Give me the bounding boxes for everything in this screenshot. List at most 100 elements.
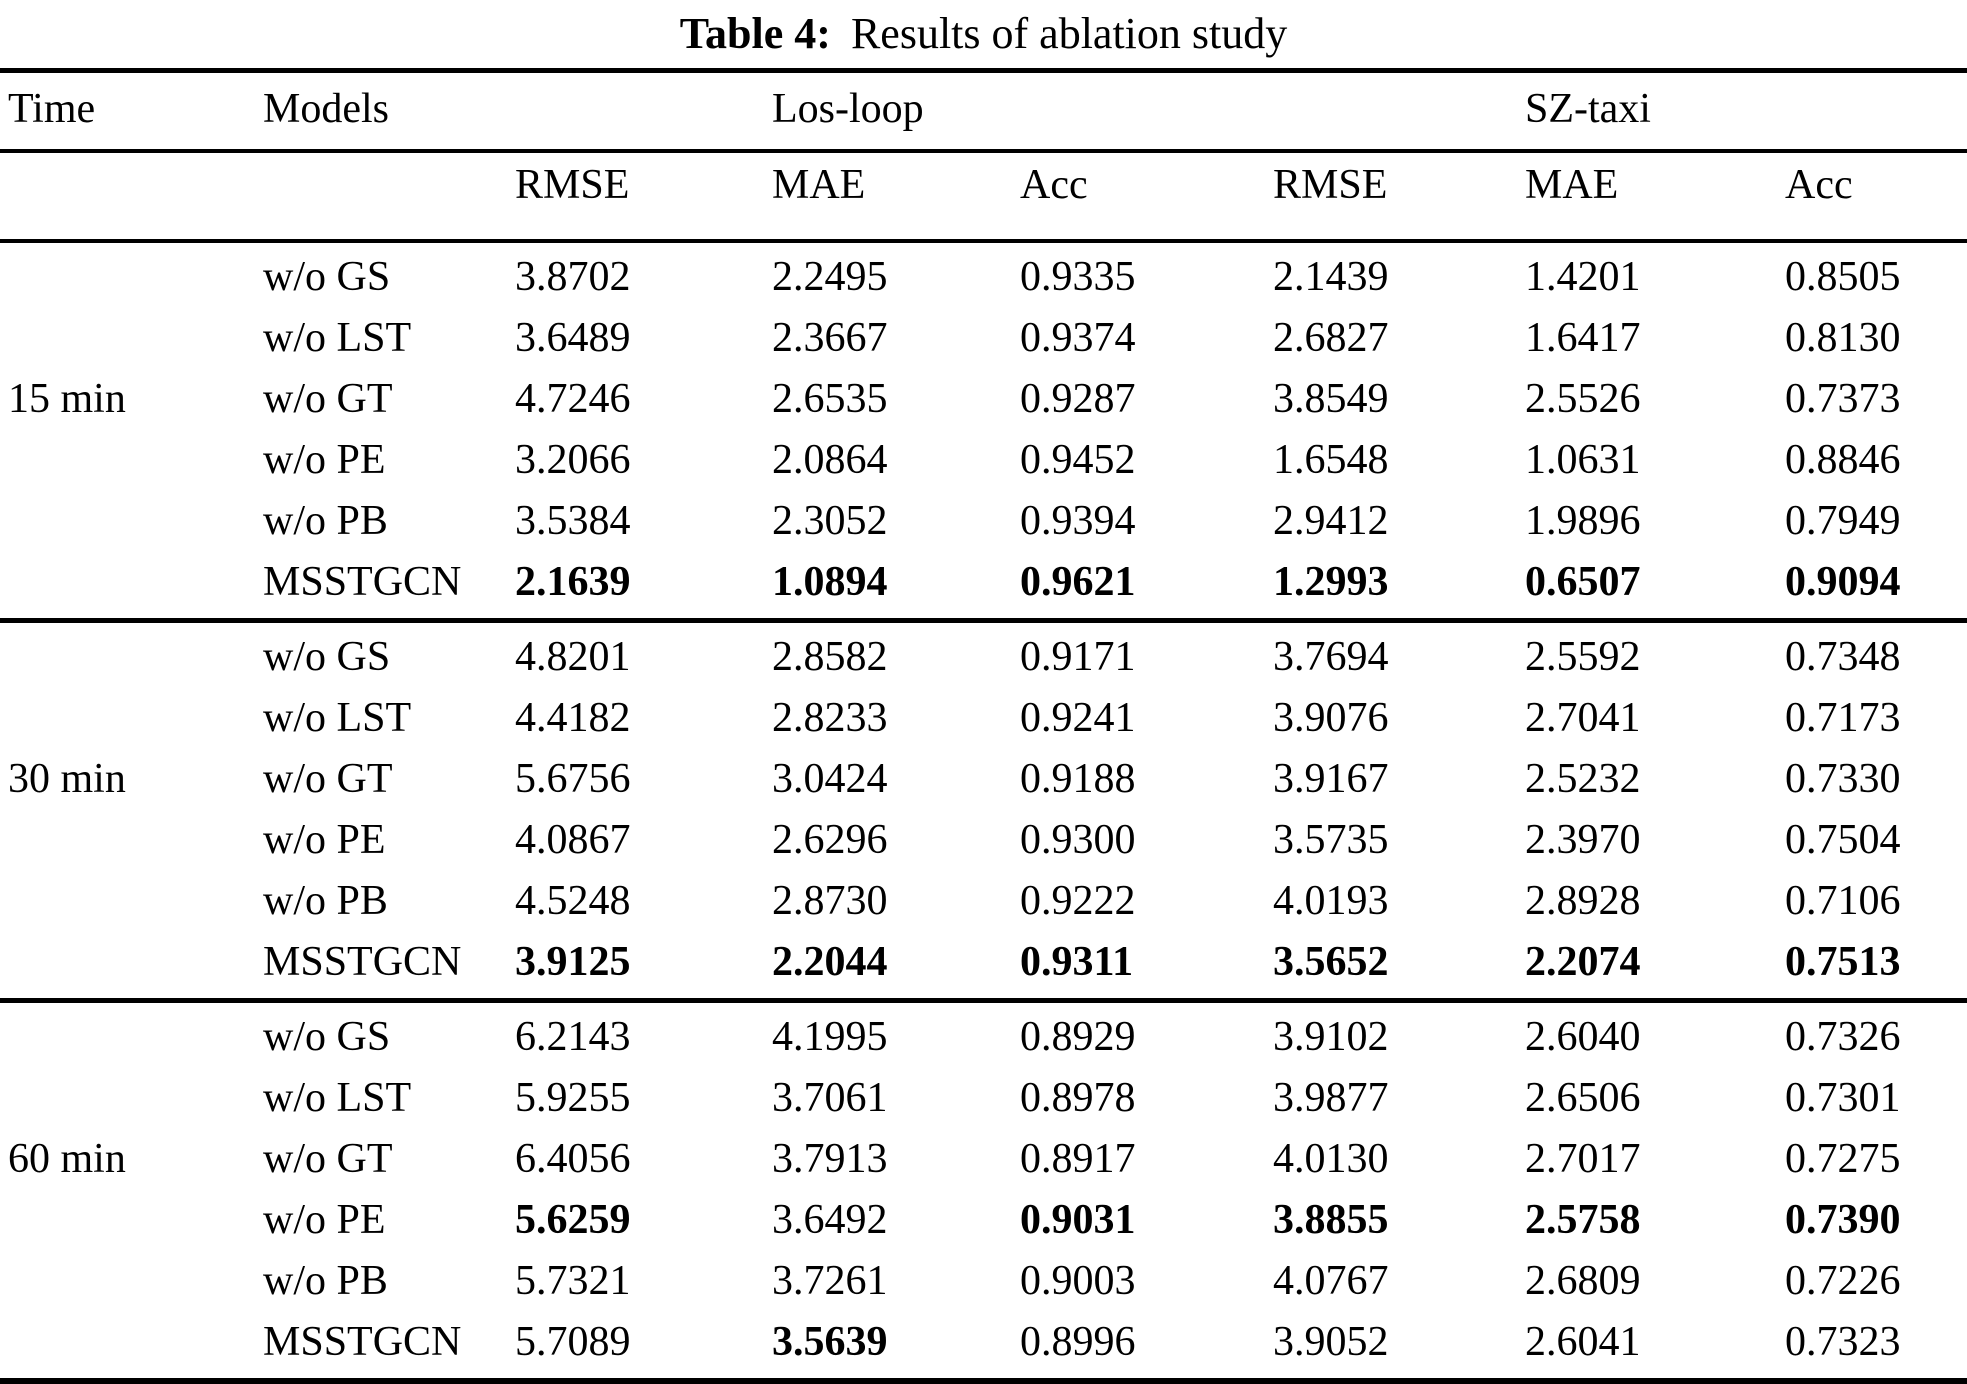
metric-value: 3.9052 <box>1273 1319 1389 1365</box>
metric-value: 2.6809 <box>1525 1258 1641 1304</box>
metric-value: 0.8996 <box>1020 1319 1136 1365</box>
metric-value: 5.6259 <box>515 1197 631 1243</box>
metric-header-acc-1: Acc <box>1020 162 1088 208</box>
metric-value: 0.9394 <box>1020 498 1136 544</box>
metric-value: 2.6040 <box>1525 1014 1641 1060</box>
spacer-cell <box>1273 71 1525 152</box>
metric-value: 2.7041 <box>1525 695 1641 741</box>
metric-value: 4.1995 <box>772 1014 888 1060</box>
table-row: 30 min w/o GT 5.6756 3.0424 0.9188 3.9167 2.52… <box>0 749 1967 810</box>
model-name: w/o GT <box>263 376 393 422</box>
metric-value: 1.0894 <box>772 559 888 605</box>
time-cell <box>0 621 263 689</box>
table-row: MSSTGCN 5.7089 3.5639 0.8996 3.9052 2.6041 0.7… <box>0 1312 1967 1381</box>
dataset-header-los-loop: Los-loop <box>772 86 924 132</box>
time-cell <box>0 1251 263 1312</box>
table-row: 60 min w/o GT 6.4056 3.7913 0.8917 4.0130 2.70… <box>0 1129 1967 1190</box>
time-column-header: Time <box>8 86 96 132</box>
metric-value: 4.0193 <box>1273 878 1389 924</box>
models-column-header: Models <box>263 86 389 132</box>
time-group-30-min: w/o GS 4.8201 2.8582 0.9171 3.7694 2.5592 0.73… <box>0 620 1967 1001</box>
table-row: w/o PE 5.6259 3.6492 0.9031 3.8855 2.5758 0.73… <box>0 1190 1967 1251</box>
model-name: w/o PE <box>263 437 386 483</box>
metric-value: 0.8929 <box>1020 1014 1136 1060</box>
ablation-table: Time Models Los-loop SZ-taxi RMSE MAE Ac… <box>0 68 1967 1384</box>
metric-value: 3.0424 <box>772 756 888 802</box>
dataset-header-sz-taxi: SZ-taxi <box>1525 86 1651 132</box>
metric-header-rmse-1: RMSE <box>515 162 630 208</box>
table-row: w/o PE 3.2066 2.0864 0.9452 1.6548 1.0631 0.88… <box>0 430 1967 491</box>
table-row: w/o PB 4.5248 2.8730 0.9222 4.0193 2.8928 0.71… <box>0 871 1967 932</box>
metric-value: 4.0130 <box>1273 1136 1389 1182</box>
model-name: w/o GS <box>263 1014 391 1060</box>
model-name: w/o LST <box>263 695 412 741</box>
metric-value: 3.7261 <box>772 1258 888 1304</box>
time-cell <box>0 241 263 308</box>
metric-value: 2.1639 <box>515 559 631 605</box>
model-name: w/o GS <box>263 634 391 680</box>
table-row: w/o GS 6.2143 4.1995 0.8929 3.9102 2.6040 0.73… <box>0 1001 1967 1069</box>
metric-value: 0.7373 <box>1785 376 1901 422</box>
metric-value: 4.4182 <box>515 695 631 741</box>
metric-header-acc-2: Acc <box>1785 162 1853 208</box>
metric-value: 3.2066 <box>515 437 631 483</box>
table-caption-text: Results of ablation study <box>850 9 1288 58</box>
table-row: 15 min w/o GT 4.7246 2.6535 0.9287 3.8549 2.55… <box>0 369 1967 430</box>
metric-value: 0.9031 <box>1020 1197 1136 1243</box>
metric-value: 3.9076 <box>1273 695 1389 741</box>
metric-value: 2.6296 <box>772 817 888 863</box>
metric-value: 4.0767 <box>1273 1258 1389 1304</box>
metric-value: 5.7321 <box>515 1258 631 1304</box>
spacer-cell <box>0 151 263 241</box>
metric-value: 0.7390 <box>1785 1197 1901 1243</box>
model-name: MSSTGCN <box>263 559 462 605</box>
metric-value: 3.9125 <box>515 939 631 985</box>
metric-value: 0.7173 <box>1785 695 1901 741</box>
metric-value: 2.3667 <box>772 315 888 361</box>
model-name: w/o PE <box>263 1197 386 1243</box>
time-cell <box>0 430 263 491</box>
table-caption-number: Table 4: <box>679 9 831 58</box>
metric-value: 2.2495 <box>772 254 888 300</box>
metric-value: 3.5384 <box>515 498 631 544</box>
table-row: w/o PE 4.0867 2.6296 0.9300 3.5735 2.3970 0.75… <box>0 810 1967 871</box>
spacer-cell <box>515 71 772 152</box>
metric-value: 0.9171 <box>1020 634 1136 680</box>
time-cell: 15 min <box>8 376 126 422</box>
metric-header-mae-2: MAE <box>1525 162 1619 208</box>
metric-value: 0.7226 <box>1785 1258 1901 1304</box>
metric-value: 4.7246 <box>515 376 631 422</box>
metric-value: 2.8928 <box>1525 878 1641 924</box>
metric-value: 0.9188 <box>1020 756 1136 802</box>
metric-value: 0.9003 <box>1020 1258 1136 1304</box>
metric-value: 3.5652 <box>1273 939 1389 985</box>
table-row: w/o PB 5.7321 3.7261 0.9003 4.0767 2.6809 0.72… <box>0 1251 1967 1312</box>
metric-header-mae-1: MAE <box>772 162 866 208</box>
metric-value: 0.9621 <box>1020 559 1136 605</box>
metric-value: 5.6756 <box>515 756 631 802</box>
model-name: w/o PB <box>263 878 388 924</box>
metric-value: 0.8846 <box>1785 437 1901 483</box>
time-cell <box>0 1190 263 1251</box>
time-group-60-min: w/o GS 6.2143 4.1995 0.8929 3.9102 2.6040 0.73… <box>0 1000 1967 1382</box>
table-row: w/o LST 4.4182 2.8233 0.9241 3.9076 2.7041 0.7… <box>0 688 1967 749</box>
metric-value: 2.9412 <box>1273 498 1389 544</box>
table-row: w/o LST 3.6489 2.3667 0.9374 2.6827 1.6417 0.8… <box>0 308 1967 369</box>
metric-value: 0.7106 <box>1785 878 1901 924</box>
spacer-cell <box>1020 71 1273 152</box>
metric-value: 0.9287 <box>1020 376 1136 422</box>
metric-value: 3.8549 <box>1273 376 1389 422</box>
metric-value: 3.6489 <box>515 315 631 361</box>
metric-header-row: RMSE MAE Acc RMSE MAE Acc <box>0 151 1967 241</box>
time-cell: 30 min <box>8 756 126 802</box>
model-name: MSSTGCN <box>263 1319 462 1365</box>
metric-value: 2.5592 <box>1525 634 1641 680</box>
metric-value: 0.7301 <box>1785 1075 1901 1121</box>
metric-value: 0.7326 <box>1785 1014 1901 1060</box>
metric-value: 4.5248 <box>515 878 631 924</box>
metric-value: 1.4201 <box>1525 254 1641 300</box>
spacer-cell <box>263 151 515 241</box>
metric-value: 0.8978 <box>1020 1075 1136 1121</box>
time-cell <box>0 871 263 932</box>
metric-value: 0.7513 <box>1785 939 1901 985</box>
